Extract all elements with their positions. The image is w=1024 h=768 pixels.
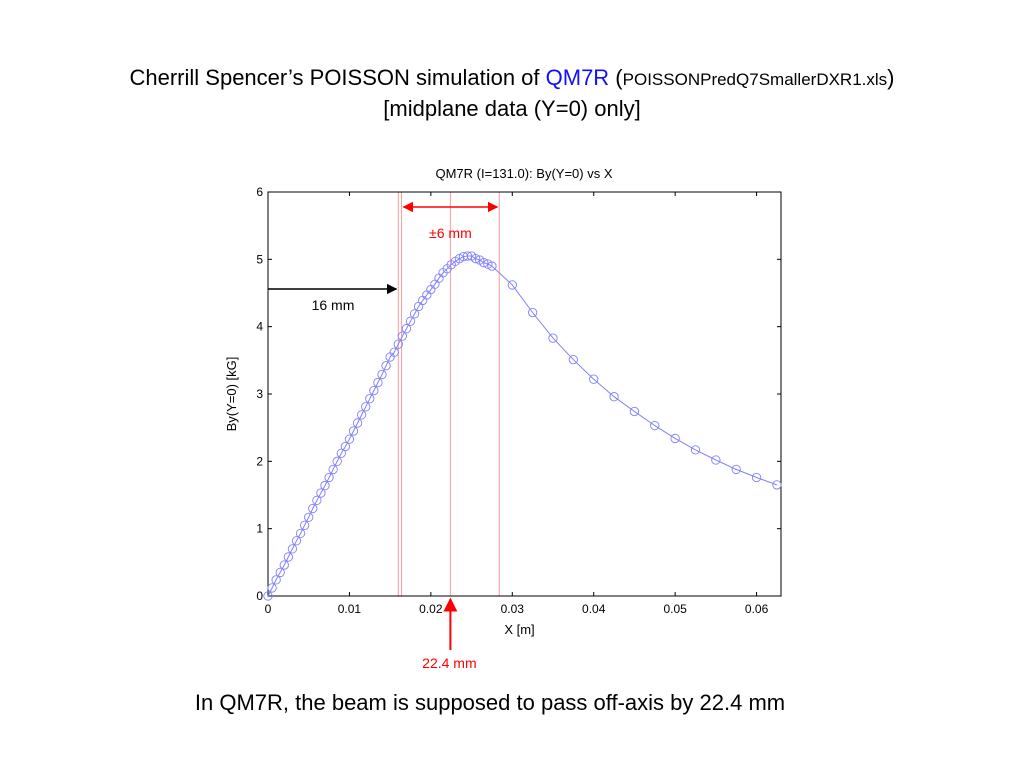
title-prefix: Cherrill Spencer’s POISSON simulation of <box>129 65 546 90</box>
data-point <box>320 480 330 491</box>
data-point <box>275 567 285 578</box>
data-point <box>397 331 408 341</box>
data-point <box>487 261 497 271</box>
data-point <box>377 369 387 380</box>
x-tick-label: 0.05 <box>663 602 687 616</box>
data-point <box>389 347 399 357</box>
chart-title: QM7R (I=131.0): By(Y=0) vs X <box>435 166 612 181</box>
plot-frame <box>267 191 782 597</box>
data-point <box>316 488 326 498</box>
slide-subtitle: [midplane data (Y=0) only] <box>383 96 641 121</box>
data-point <box>287 544 298 554</box>
data-point <box>690 445 701 455</box>
x-tick-label: 0.04 <box>582 602 606 616</box>
data-point <box>650 420 660 431</box>
y-tick-label: 6 <box>256 185 263 199</box>
y-tick-label: 0 <box>256 589 263 603</box>
data-point <box>279 560 289 570</box>
data-point <box>527 307 538 318</box>
data-point <box>304 512 314 522</box>
data-point <box>271 575 281 585</box>
data-point <box>711 455 721 465</box>
data-point <box>340 441 351 452</box>
data-point <box>369 385 379 396</box>
data-point <box>344 434 355 444</box>
data-point <box>409 309 420 319</box>
reference-lines <box>397 192 500 596</box>
data-point <box>751 472 762 483</box>
title-paren-close: ) <box>887 65 895 90</box>
pm6-label: ±6 mm <box>429 225 472 241</box>
data-point <box>381 361 391 371</box>
data-point <box>568 355 579 365</box>
x-axis-label: X [m] <box>504 622 534 637</box>
data-point <box>470 254 481 264</box>
data-point <box>393 339 403 349</box>
slide-caption: In QM7R, the beam is supposed to pass of… <box>194 690 786 715</box>
data-point <box>373 377 383 388</box>
data-point <box>365 394 375 404</box>
data-point <box>401 324 412 334</box>
x-tick-label: 0 <box>265 602 272 616</box>
y-tick-label: 5 <box>256 252 263 266</box>
data-point <box>324 472 334 483</box>
series-by <box>263 251 782 601</box>
data-point <box>308 503 318 514</box>
data-point <box>670 433 680 444</box>
x-tick-label: 0.02 <box>419 602 443 616</box>
data-point <box>295 528 306 539</box>
title-paren-open: ( <box>609 65 623 90</box>
y-axis-label: By(Y=0) [kG] <box>224 357 239 432</box>
y-tick-label: 2 <box>256 454 263 468</box>
data-point <box>348 426 359 436</box>
mm224-label: 22.4 mm <box>422 655 476 671</box>
data-point <box>479 258 489 268</box>
data-point <box>356 410 367 420</box>
data-point <box>336 448 346 458</box>
axis-ticks: 0 0.01 0.02 0.03 0.04 0.05 0.06 0 1 2 3 4 5 6 <box>256 185 781 616</box>
y-tick-label: 3 <box>256 387 263 401</box>
x-tick-label: 0.03 <box>501 602 525 616</box>
data-point <box>283 552 294 562</box>
data-point <box>629 406 640 417</box>
x-tick-label: 0.06 <box>745 602 769 616</box>
data-point <box>405 316 416 326</box>
mm16-label: 16 mm <box>312 297 355 313</box>
data-point <box>267 583 277 593</box>
y-tick-label: 1 <box>256 522 263 536</box>
data-point <box>263 591 273 601</box>
data-point <box>548 333 558 343</box>
slide-title: Cherrill Spencer’s POISSON simulation of… <box>0 63 1024 95</box>
data-point <box>291 536 302 546</box>
data-point <box>332 456 342 466</box>
data-point <box>507 280 517 290</box>
data-point <box>361 402 371 412</box>
y-tick-label: 4 <box>256 320 263 334</box>
data-point <box>731 464 741 475</box>
data-point <box>589 374 599 384</box>
data-point <box>352 418 363 428</box>
data-point <box>312 495 322 506</box>
data-point <box>772 480 782 490</box>
data-point <box>609 392 619 402</box>
data-point <box>328 464 338 475</box>
data-point <box>299 520 310 530</box>
title-magnet-name: QM7R <box>545 65 610 90</box>
title-file-name: POISSONPredQ7SmallerDXR1.xls <box>622 70 888 89</box>
data-point <box>462 251 473 261</box>
x-tick-label: 0.01 <box>338 602 362 616</box>
